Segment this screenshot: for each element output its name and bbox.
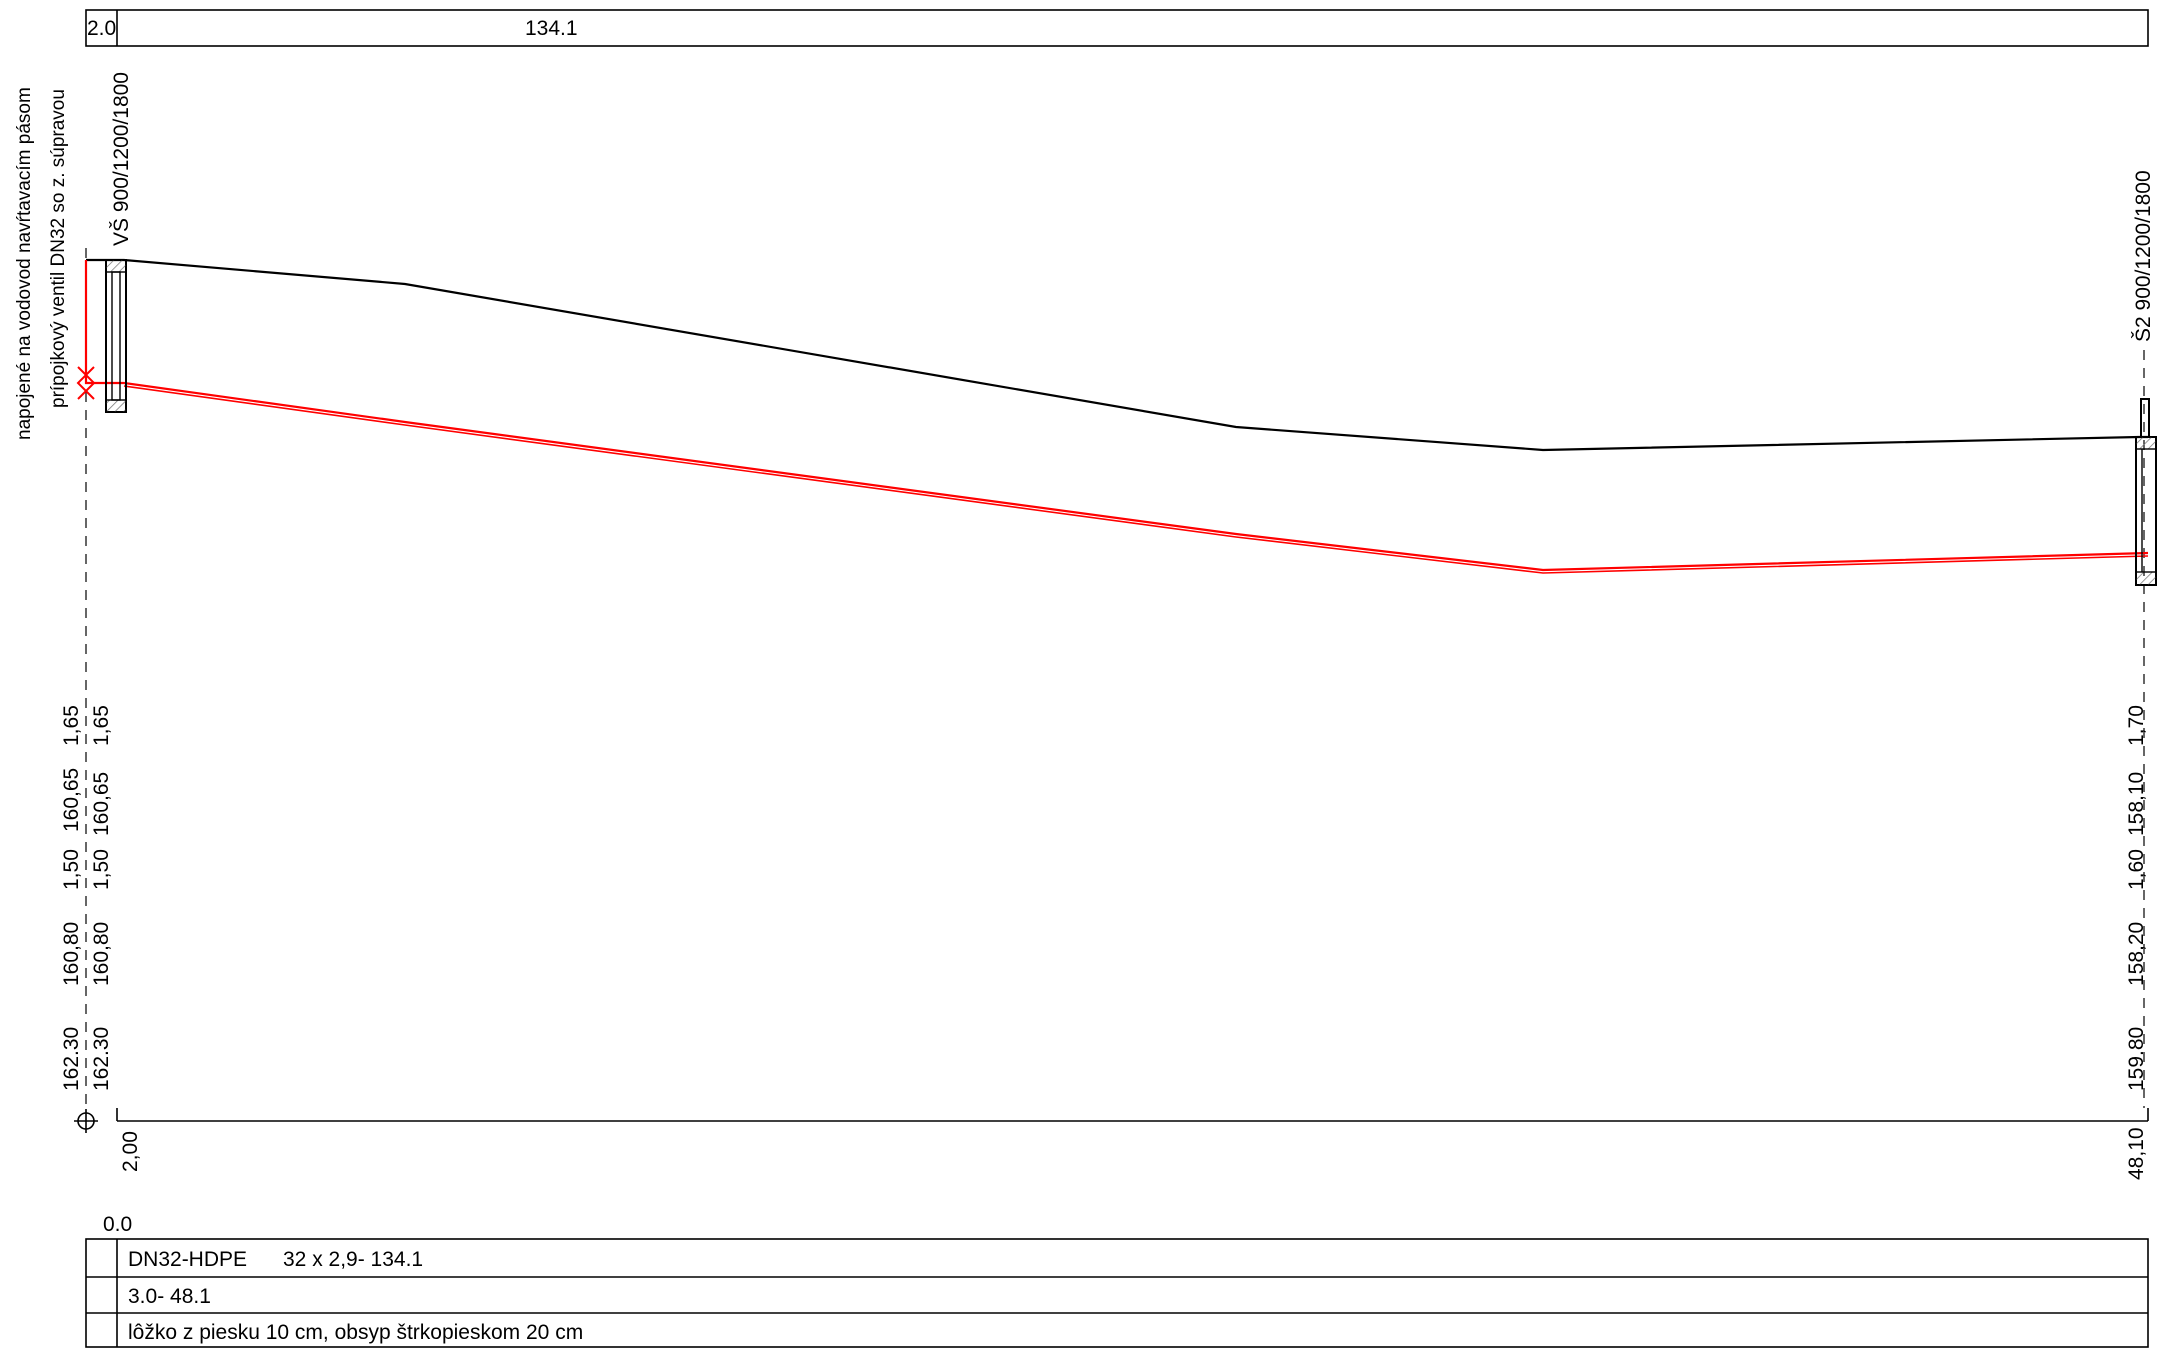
left-a-depth-invert: 1,65 xyxy=(60,705,83,746)
left-b-invert-level: 160,65 xyxy=(90,772,113,836)
origin-circle-icon xyxy=(74,1109,98,1133)
pipe-line xyxy=(84,260,2149,574)
top-bar-left-value: 2.0 xyxy=(87,17,116,40)
station-left-label: 2,00 xyxy=(119,1131,142,1172)
pipe-spec: 32 x 2,9- 134.1 xyxy=(283,1248,423,1271)
left-b-terrain-level: 162.30 xyxy=(90,1027,113,1091)
left-a-bottom-level: 160,80 xyxy=(60,922,83,986)
right-invert-level: 158,10 xyxy=(2125,772,2148,836)
top-length-bar: 2.0 134.1 xyxy=(85,9,2149,47)
bottom-start-value: 0.0 xyxy=(103,1213,132,1236)
bottom-info-table: DN32-HDPE 32 x 2,9- 134.1 3.0- 48.1 lôžk… xyxy=(85,1238,2149,1348)
right-terrain-level: 159.80 xyxy=(2125,1027,2148,1091)
left-well-shaft xyxy=(105,259,127,413)
left-a-terrain-level: 162.30 xyxy=(60,1027,83,1091)
left-note-line1: napojené na vodovod navŕtavacím pásom xyxy=(14,87,35,440)
left-b-bottom-level: 160,80 xyxy=(90,922,113,986)
left-a-depth-bottom: 1,50 xyxy=(60,849,83,890)
left-b-depth-bottom: 1,50 xyxy=(90,849,113,890)
right-values-column: 1,70 158,10 1,60 158,20 159.80 xyxy=(2125,705,2148,1091)
top-bar-total-value: 134.1 xyxy=(525,17,578,40)
right-well-shaft xyxy=(2135,398,2157,586)
left-b-depth-invert: 1,65 xyxy=(90,705,113,746)
left-note-line2: prípojkový ventil DN32 so z. súpravou xyxy=(48,89,69,408)
bedding-note: lôžko z piesku 10 cm, obsyp štrkopieskom… xyxy=(128,1321,583,1344)
left-values-column-a: 1,65 160,65 1,50 160,80 162.30 xyxy=(60,705,83,1091)
pipe-label: DN32-HDPE xyxy=(128,1248,247,1271)
right-depth-bottom: 1,60 xyxy=(2125,849,2148,890)
right-bottom-level: 158,20 xyxy=(2125,922,2148,986)
stationing-baseline xyxy=(74,1108,2149,1133)
left-well-name: VŠ 900/1200/1800 xyxy=(110,72,133,246)
right-depth-invert: 1,70 xyxy=(2125,705,2148,746)
station-right-label: 48,10 xyxy=(2125,1127,2148,1180)
valve-icon xyxy=(76,366,96,400)
slope-value: 3.0- 48.1 xyxy=(128,1285,211,1308)
right-well-name: Š2 900/1200/1800 xyxy=(2132,170,2155,342)
left-a-invert-level: 160,65 xyxy=(60,768,83,832)
left-values-column-b: 1,65 160,65 1,50 160,80 162.30 xyxy=(90,705,113,1091)
